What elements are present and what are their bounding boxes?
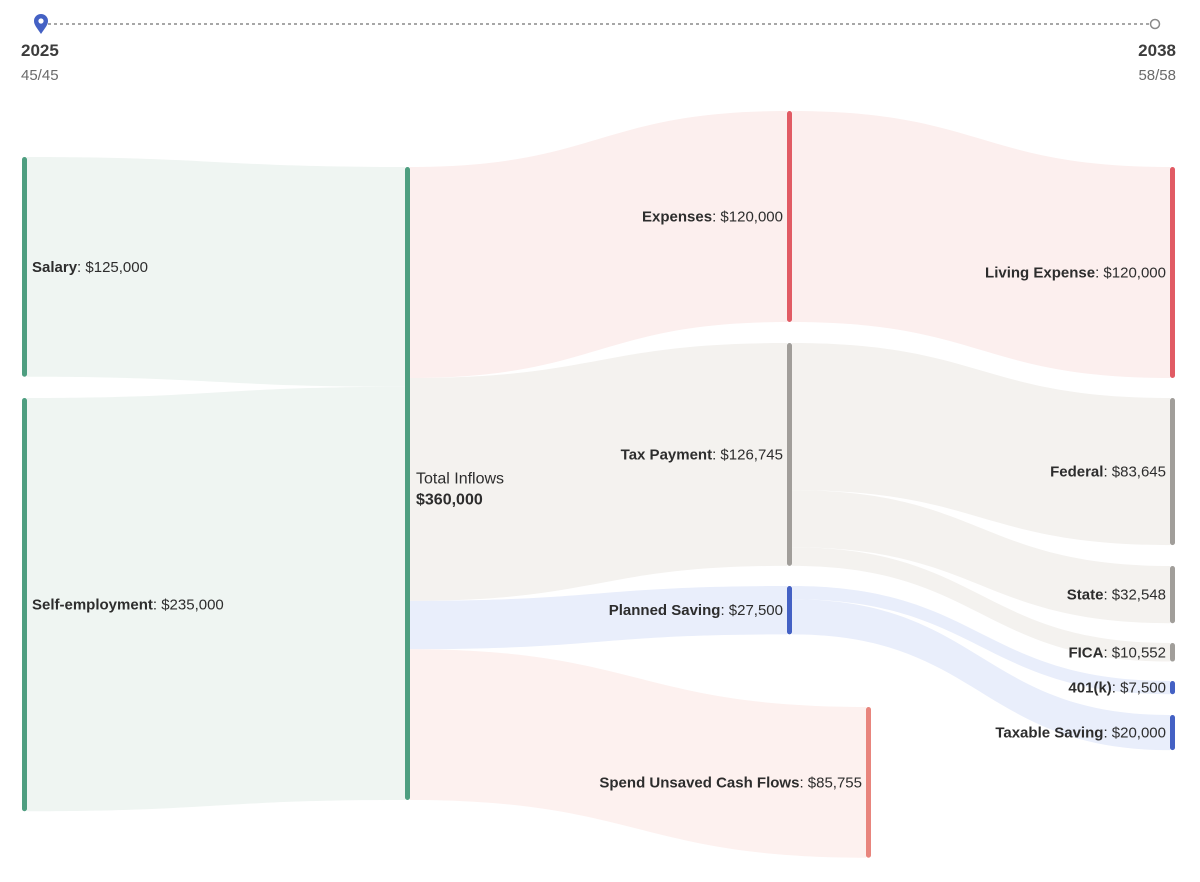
end-year: 2038 xyxy=(1138,41,1176,60)
node-bar-tax_payment[interactable] xyxy=(787,343,792,566)
node-label-living_expense: Living Expense: $120,000 xyxy=(985,265,1166,282)
link-total_inflows-to-planned_saving[interactable] xyxy=(410,586,787,650)
node-label-self_employment: Self-employment: $235,000 xyxy=(32,597,224,614)
start-age: 45/45 xyxy=(21,67,59,84)
link-planned_saving-to-k401[interactable] xyxy=(792,586,1170,695)
link-salary-to-total_inflows[interactable] xyxy=(27,157,405,387)
node-bar-spend_unsaved[interactable] xyxy=(866,707,871,858)
node-label-taxable_saving: Taxable Saving: $20,000 xyxy=(995,725,1166,742)
node-bar-expenses[interactable] xyxy=(787,111,792,322)
node-label-salary: Salary: $125,000 xyxy=(32,259,148,276)
link-total_inflows-to-spend_unsaved[interactable] xyxy=(410,649,866,858)
node-label-expenses: Expenses: $120,000 xyxy=(642,209,783,226)
node-bar-living_expense[interactable] xyxy=(1170,167,1175,378)
node-label-total-inflows: Total Inflows xyxy=(416,471,504,488)
location-pin-icon[interactable] xyxy=(34,14,48,34)
node-bar-salary[interactable] xyxy=(22,157,27,377)
node-label-state: State: $32,548 xyxy=(1067,587,1166,604)
link-total_inflows-to-expenses[interactable] xyxy=(410,111,787,378)
node-bar-planned_saving[interactable] xyxy=(787,586,792,635)
link-expenses-to-living_expense[interactable] xyxy=(792,111,1170,378)
node-label-tax_payment: Tax Payment: $126,745 xyxy=(621,446,783,463)
node-bar-taxable_saving[interactable] xyxy=(1170,715,1175,751)
node-label-federal: Federal: $83,645 xyxy=(1050,464,1166,481)
link-tax_payment-to-fica[interactable] xyxy=(792,547,1170,662)
node-bar-state[interactable] xyxy=(1170,566,1175,624)
node-bar-federal[interactable] xyxy=(1170,398,1175,546)
node-value-total-inflows: $360,000 xyxy=(416,492,483,509)
node-bar-fica[interactable] xyxy=(1170,643,1175,662)
node-label-spend_unsaved: Spend Unsaved Cash Flows: $85,755 xyxy=(599,774,862,791)
node-bar-total_inflows[interactable] xyxy=(405,167,410,800)
node-label-planned_saving: Planned Saving: $27,500 xyxy=(609,602,783,619)
node-bar-self_employment[interactable] xyxy=(22,398,27,812)
link-tax_payment-to-state[interactable] xyxy=(792,490,1170,624)
link-total_inflows-to-tax_payment[interactable] xyxy=(410,343,787,601)
node-bar-k401[interactable] xyxy=(1170,681,1175,695)
node-label-fica: FICA: $10,552 xyxy=(1068,644,1166,661)
sankey-links xyxy=(27,111,1170,858)
node-label-k401: 401(k): $7,500 xyxy=(1068,680,1166,697)
link-tax_payment-to-federal[interactable] xyxy=(792,343,1170,546)
link-planned_saving-to-taxable_saving[interactable] xyxy=(792,599,1170,751)
link-self_employment-to-total_inflows[interactable] xyxy=(27,386,405,812)
sankey-nodes xyxy=(22,111,1175,858)
start-year: 2025 xyxy=(21,41,59,60)
timeline: 2025 45/45 2038 58/58 xyxy=(21,14,1176,84)
sankey-labels: Salary: $125,000 Self-employment: $235,00… xyxy=(32,209,1166,792)
end-age: 58/58 xyxy=(1138,67,1176,84)
circle-marker-icon[interactable] xyxy=(1149,18,1161,30)
